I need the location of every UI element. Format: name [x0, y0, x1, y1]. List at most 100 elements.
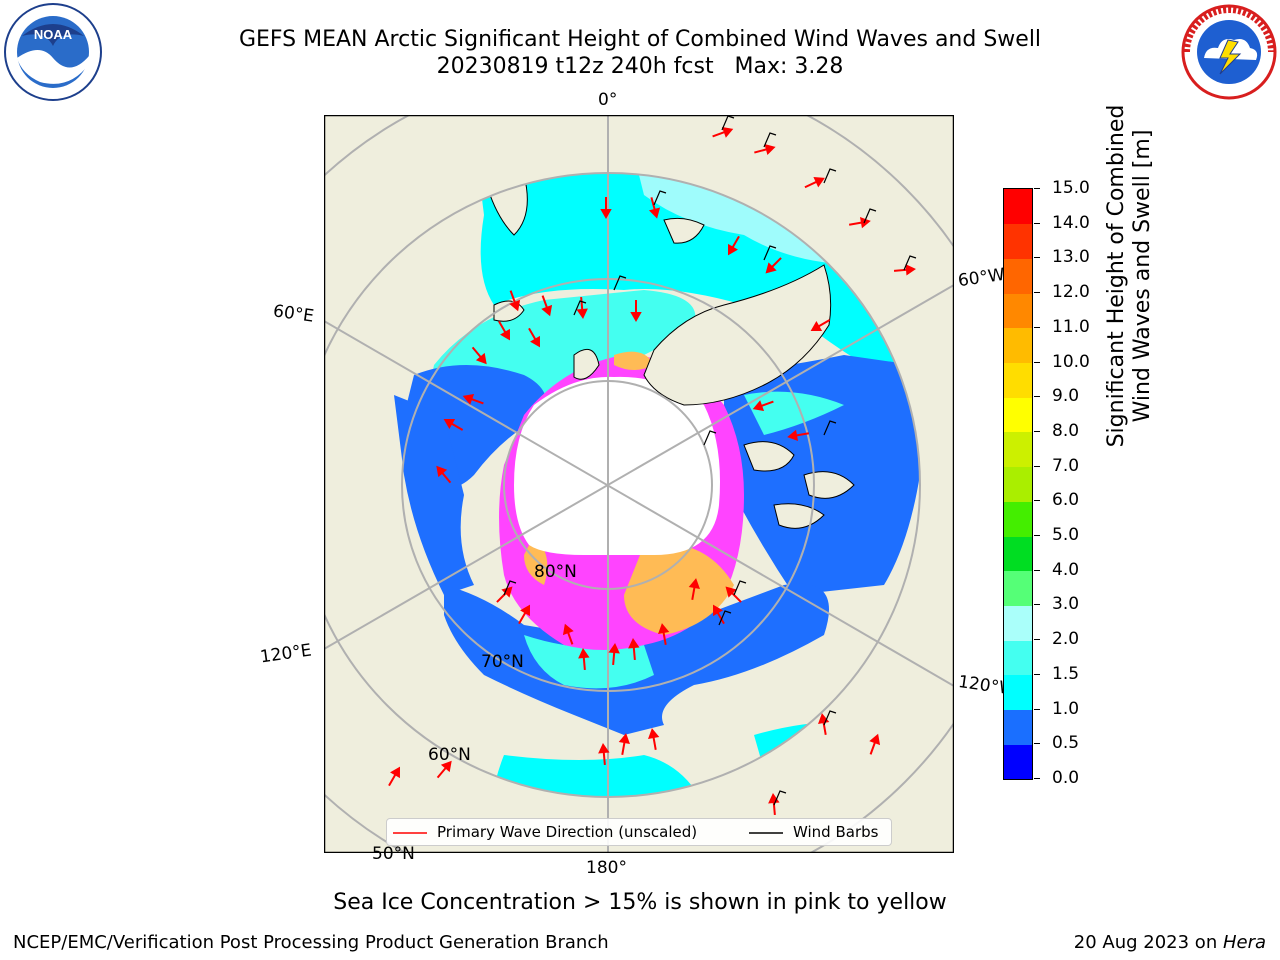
colorbar-segment	[1004, 258, 1032, 294]
colorbar	[1003, 188, 1033, 780]
polar-map	[324, 115, 954, 853]
wave-direction-arrow	[462, 393, 484, 405]
wind-barb	[718, 610, 732, 626]
colorbar-segment	[1004, 536, 1032, 572]
wave-direction-arrow	[436, 760, 452, 779]
wave-direction-arrow	[712, 126, 734, 138]
colorbar-tick-label: 0.0	[1052, 768, 1080, 788]
wave-direction-arrow	[804, 176, 825, 189]
colorbar-segment	[1004, 431, 1032, 468]
colorbar-tick	[1034, 465, 1040, 467]
wave-direction-arrow	[688, 578, 700, 601]
colorbar-segment	[1004, 466, 1032, 502]
colorbar-tick-label: 12.0	[1052, 282, 1090, 303]
meridian-120	[324, 284, 954, 650]
footer-host: Hera	[1222, 932, 1266, 953]
colorbar-label: Significant Height of Combined Wind Wave…	[1104, 66, 1156, 486]
wave-direction-arrow	[498, 320, 511, 341]
lon-label-180: 180°	[586, 858, 627, 878]
colorbar-tick	[1034, 500, 1040, 502]
wave-direction-arrow	[787, 429, 810, 441]
wind-barb	[763, 245, 777, 261]
chart-subtitle: 20230819 t12z 240h fcst Max: 3.28	[436, 54, 844, 79]
colorbar-tick-label: 3.0	[1052, 594, 1080, 615]
legend-wave-direction: Primary Wave Direction (unscaled)	[437, 823, 698, 841]
colorbar-tick-label: 9.0	[1052, 386, 1080, 407]
wind-barb	[823, 168, 837, 184]
lon-label-120e: 120°E	[258, 640, 313, 668]
wave-direction-arrow	[712, 604, 725, 625]
wave-direction-arrow	[648, 197, 661, 219]
colorbar-segment	[1004, 293, 1032, 329]
colorbar-segment	[1004, 674, 1032, 711]
colorbar-tick-label: 1.5	[1052, 663, 1080, 684]
wave-direction-arrow	[388, 766, 401, 787]
wind-barb	[613, 275, 627, 291]
lat-label-50n: 50°N	[372, 844, 415, 864]
wind-barb	[733, 580, 747, 596]
wave-direction-arrow	[443, 418, 464, 431]
colorbar-tick-label: 14.0	[1052, 212, 1090, 233]
lat-label-80n: 80°N	[534, 562, 577, 582]
nws-logo	[1176, 2, 1280, 102]
wave-direction-arrow	[436, 465, 452, 484]
wind-barb	[503, 580, 517, 596]
wave-direction-arrow	[648, 728, 660, 751]
footer-date: 20 Aug 2023 on Hera	[1074, 932, 1266, 954]
caption: Sea Ice Concentration > 15% is shown in …	[333, 890, 947, 915]
wave-direction-arrow	[869, 733, 881, 755]
lon-label-0: 0°	[598, 90, 618, 110]
lon-label-60e: 60°E	[271, 301, 316, 327]
colorbar-tick	[1034, 257, 1040, 259]
wave-direction-arrow	[752, 400, 774, 412]
wave-direction-arrow	[541, 295, 553, 317]
colorbar-segment	[1004, 605, 1032, 641]
wave-direction-arrow	[765, 257, 782, 274]
colorbar-tick-label: 0.5	[1052, 733, 1080, 754]
colorbar-tick	[1034, 361, 1040, 363]
wind-barb	[763, 132, 777, 148]
colorbar-tick	[1034, 569, 1040, 571]
wind-barb	[573, 300, 587, 316]
legend-wind-barbs: Wind Barbs	[793, 823, 879, 841]
colorbar-tick-label: 11.0	[1052, 316, 1090, 337]
lat-label-70n: 70°N	[481, 652, 524, 672]
colorbar-tick-label: 5.0	[1052, 525, 1080, 546]
footer-date-text: 20 Aug 2023 on	[1073, 932, 1223, 953]
colorbar-tick	[1034, 743, 1040, 745]
wind-barb	[903, 255, 917, 271]
colorbar-segment	[1004, 189, 1032, 225]
colorbar-tick	[1034, 708, 1040, 710]
colorbar-segment	[1004, 744, 1032, 780]
wave-direction-arrow	[518, 604, 531, 625]
lat-label-60n: 60°N	[428, 745, 471, 765]
colorbar-segment	[1004, 223, 1032, 259]
wave-direction-arrow	[630, 300, 642, 323]
colorbar-label-line1: Significant Height of Combined	[1104, 104, 1129, 448]
wave-direction-arrow	[576, 296, 588, 319]
wave-direction-arrow	[528, 327, 541, 348]
wave-direction-arrow	[628, 638, 640, 661]
wave-direction-arrow	[608, 643, 620, 666]
wave-direction-arrow	[725, 586, 742, 603]
colorbar-tick-label: 10.0	[1052, 351, 1090, 372]
colorbar-tick	[1034, 326, 1040, 328]
colorbar-segment	[1004, 397, 1032, 433]
wind-barb	[773, 790, 787, 806]
wind-barb	[863, 208, 877, 224]
colorbar-label-line2: Wind Waves and Swell [m]	[1130, 129, 1155, 423]
colorbar-tick-label: 8.0	[1052, 420, 1080, 441]
footer-credit: NCEP/EMC/Verification Post Processing Pr…	[13, 932, 609, 953]
colorbar-tick	[1034, 639, 1040, 641]
wave-direction-arrow	[810, 319, 831, 332]
meridian-60	[324, 320, 954, 687]
wind-barb	[703, 430, 717, 446]
colorbar-tick	[1034, 188, 1040, 189]
wave-direction-arrow	[754, 143, 776, 156]
colorbar-tick-label: 13.0	[1052, 247, 1090, 268]
colorbar-segment	[1004, 570, 1032, 606]
colorbar-tick	[1034, 292, 1040, 294]
greenland	[643, 264, 832, 406]
wave-direction-arrow	[658, 623, 670, 646]
wave-direction-arrow	[562, 623, 574, 645]
